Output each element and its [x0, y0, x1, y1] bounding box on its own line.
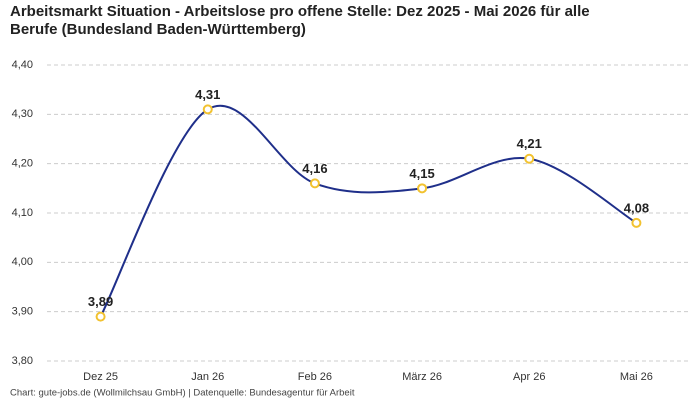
source-note: Chart: gute-jobs.de (Wollmilchsau GmbH) … [10, 388, 355, 399]
data-label: 3,89 [88, 294, 113, 309]
y-tick-label: 4,20 [12, 158, 33, 170]
data-label: 4,08 [624, 200, 649, 215]
chart-subtitle: Berufe (Bundesland Baden-Württemberg) [10, 21, 306, 38]
y-tick-label: 4,40 [12, 59, 33, 71]
data-point [524, 153, 535, 164]
x-tick-label: Apr 26 [513, 371, 545, 383]
data-point [309, 178, 320, 189]
y-tick-label: 4,30 [12, 108, 33, 120]
data-label: 4,16 [302, 161, 327, 176]
data-label: 4,15 [409, 166, 434, 181]
data-point [202, 104, 213, 115]
x-tick-label: Jan 26 [191, 371, 224, 383]
data-label: 4,31 [195, 87, 220, 102]
y-tick-label: 4,00 [12, 256, 33, 268]
x-tick-label: Feb 26 [298, 371, 332, 383]
chart-title: Arbeitsmarkt Situation - Arbeitslose pro… [10, 3, 590, 20]
series-line [99, 104, 637, 318]
y-tick-label: 3,90 [12, 306, 33, 318]
x-tick-label: Mai 26 [620, 371, 653, 383]
data-point [631, 217, 642, 228]
y-tick-label: 4,10 [12, 207, 33, 219]
x-tick-label: März 26 [402, 371, 442, 383]
data-label: 4,21 [517, 136, 542, 151]
data-point [95, 311, 106, 322]
x-tick-label: Dez 25 [83, 371, 118, 383]
y-tick-label: 3,80 [12, 355, 33, 367]
data-point [417, 183, 428, 194]
